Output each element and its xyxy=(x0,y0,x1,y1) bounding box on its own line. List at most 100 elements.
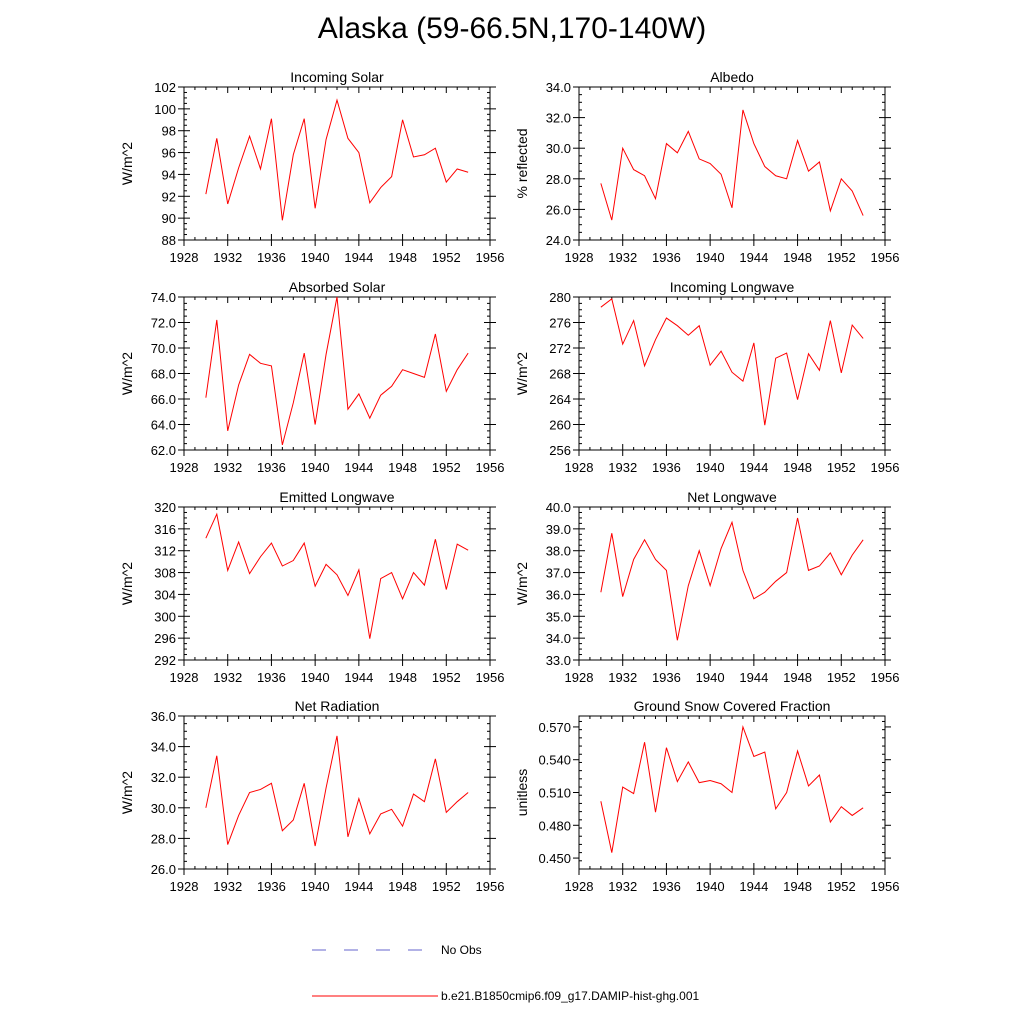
y-tick-label: 26.0 xyxy=(151,862,176,877)
x-tick-label: 1932 xyxy=(608,879,637,894)
data-series-line xyxy=(600,517,864,641)
x-tick-label: 1936 xyxy=(257,250,286,265)
x-tick-label: 1928 xyxy=(565,670,594,685)
x-tick-label: 1940 xyxy=(301,879,330,894)
x-tick-label: 1936 xyxy=(257,670,286,685)
x-tick-label: 1956 xyxy=(476,460,505,475)
y-tick-label: 37.0 xyxy=(546,566,571,581)
x-tick-label: 1936 xyxy=(257,460,286,475)
x-tick-label: 1932 xyxy=(213,460,242,475)
data-series-line xyxy=(205,296,469,446)
y-tick-label: 32.0 xyxy=(546,111,571,126)
plot-frame xyxy=(183,506,491,661)
y-axis-label: W/m^2 xyxy=(119,562,135,605)
chart-panel-0: Incoming Solar W/m^2 1928 1932 1936 1940 1944 1… xyxy=(119,69,504,265)
y-tick-label: 304 xyxy=(154,587,176,602)
x-tick-label: 1944 xyxy=(344,250,373,265)
y-axis-label: W/m^2 xyxy=(119,142,135,185)
y-tick-label: 312 xyxy=(154,544,176,559)
x-tick-label: 1952 xyxy=(827,460,856,475)
y-tick-label: 26.0 xyxy=(546,202,571,217)
y-tick-label: 256 xyxy=(549,443,571,458)
y-tick-label: 276 xyxy=(549,316,571,331)
y-tick-label: 66.0 xyxy=(151,392,176,407)
y-tick-label: 72.0 xyxy=(151,316,176,331)
x-tick-label: 1940 xyxy=(301,250,330,265)
x-tick-label: 1940 xyxy=(696,670,725,685)
y-tick-label: 264 xyxy=(549,392,571,407)
x-tick-label: 1936 xyxy=(257,879,286,894)
x-tick-label: 1956 xyxy=(871,250,900,265)
x-tick-label: 1932 xyxy=(213,879,242,894)
x-tick-label: 1940 xyxy=(696,250,725,265)
y-tick-label: 300 xyxy=(154,609,176,624)
x-tick-label: 1940 xyxy=(301,460,330,475)
x-tick-label: 1928 xyxy=(565,250,594,265)
y-tick-label: 0.510 xyxy=(538,786,571,801)
x-tick-label: 1956 xyxy=(871,879,900,894)
x-tick-label: 1948 xyxy=(783,670,812,685)
x-tick-label: 1932 xyxy=(213,670,242,685)
x-tick-label: 1944 xyxy=(739,879,768,894)
y-tick-label: 0.540 xyxy=(538,753,571,768)
plot-frame xyxy=(578,506,886,661)
chart-panel-4: Emitted Longwave W/m^2 1928 1932 1936 1940 194… xyxy=(119,489,504,685)
x-tick-label: 1936 xyxy=(652,670,681,685)
x-tick-label: 1952 xyxy=(432,670,461,685)
y-tick-label: 260 xyxy=(549,418,571,433)
x-tick-label: 1944 xyxy=(344,879,373,894)
panel-title: Net Longwave xyxy=(687,489,777,505)
y-tick-label: 24.0 xyxy=(546,233,571,248)
x-tick-label: 1948 xyxy=(388,879,417,894)
y-tick-label: 94 xyxy=(162,167,176,182)
plot-frame xyxy=(183,86,491,241)
plot-frame xyxy=(578,296,886,451)
chart-panel-3: Incoming Longwave W/m^2 1928 1932 1936 1940 19… xyxy=(514,279,899,475)
data-series-line xyxy=(205,735,469,847)
x-tick-label: 1932 xyxy=(608,460,637,475)
x-tick-label: 1956 xyxy=(476,670,505,685)
figure-title: Alaska (59-66.5N,170-140W) xyxy=(317,12,707,45)
y-tick-label: 308 xyxy=(154,566,176,581)
x-tick-label: 1928 xyxy=(565,879,594,894)
y-tick-label: 320 xyxy=(154,500,176,515)
x-tick-label: 1948 xyxy=(388,250,417,265)
y-tick-label: 62.0 xyxy=(151,443,176,458)
y-tick-label: 292 xyxy=(154,653,176,668)
y-tick-label: 68.0 xyxy=(151,367,176,382)
x-tick-label: 1932 xyxy=(608,670,637,685)
chart-panel-6: Net Radiation W/m^2 1928 1932 1936 1940 1944 19… xyxy=(119,698,504,894)
panel-title: Incoming Longwave xyxy=(670,279,795,295)
y-axis-label: W/m^2 xyxy=(119,771,135,814)
y-tick-label: 316 xyxy=(154,522,176,537)
chart-panel-1: Albedo % reflected 1928 1932 1936 1940 1944 194… xyxy=(514,69,899,265)
x-tick-label: 1928 xyxy=(170,460,199,475)
x-tick-label: 1928 xyxy=(170,250,199,265)
x-tick-label: 1952 xyxy=(432,460,461,475)
x-tick-label: 1944 xyxy=(739,460,768,475)
x-tick-label: 1932 xyxy=(213,250,242,265)
y-tick-label: 34.0 xyxy=(546,80,571,95)
panels-group: Incoming Solar W/m^2 1928 1932 1936 1940 1944 1… xyxy=(119,69,899,894)
plot-frame xyxy=(578,86,886,241)
plot-frame xyxy=(183,296,491,451)
x-tick-label: 1936 xyxy=(652,879,681,894)
y-tick-label: 38.0 xyxy=(546,544,571,559)
x-tick-label: 1940 xyxy=(696,879,725,894)
x-tick-label: 1932 xyxy=(608,250,637,265)
y-tick-label: 39.0 xyxy=(546,522,571,537)
x-tick-label: 1948 xyxy=(783,460,812,475)
x-tick-label: 1948 xyxy=(783,879,812,894)
legend-no-obs-label: No Obs xyxy=(441,943,482,957)
x-tick-label: 1944 xyxy=(344,670,373,685)
x-tick-label: 1952 xyxy=(432,250,461,265)
chart-panel-5: Net Longwave W/m^2 1928 1932 1936 1940 1944 194… xyxy=(514,489,899,685)
y-tick-label: 268 xyxy=(549,367,571,382)
y-tick-label: 35.0 xyxy=(546,609,571,624)
y-axis-label: W/m^2 xyxy=(119,352,135,395)
x-tick-label: 1928 xyxy=(170,670,199,685)
x-tick-label: 1936 xyxy=(652,460,681,475)
panel-title: Albedo xyxy=(710,69,754,85)
panel-title: Absorbed Solar xyxy=(289,279,386,295)
